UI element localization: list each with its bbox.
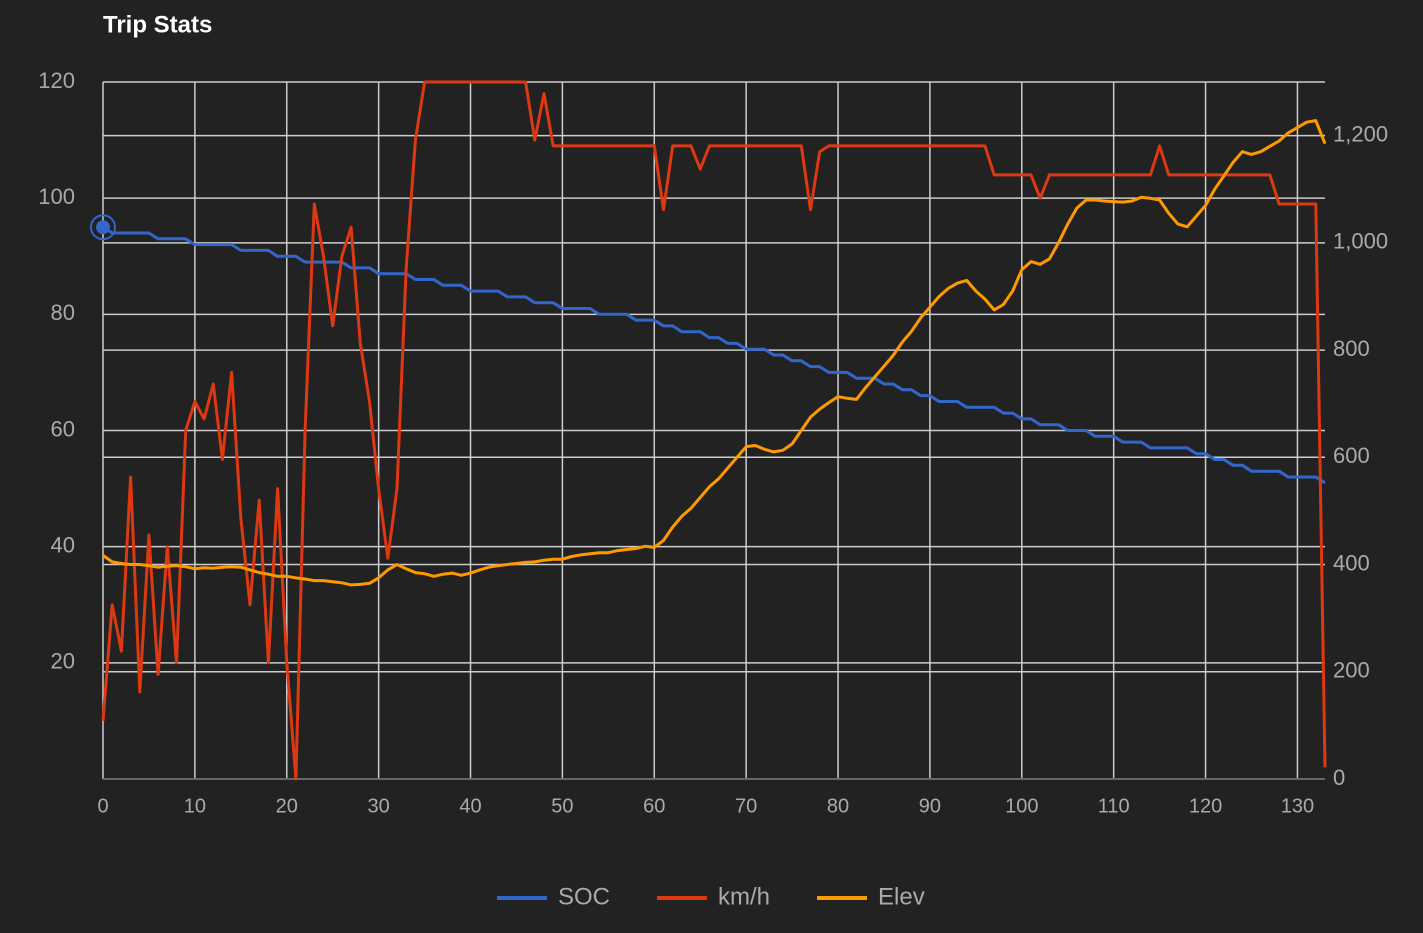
y-tick-label: 20 — [51, 649, 75, 674]
x-tick-label: 0 — [97, 795, 108, 817]
y2-tick-label: 400 — [1333, 550, 1370, 575]
y2-tick-label: 1,200 — [1333, 121, 1388, 146]
legend-label: SOC — [558, 883, 610, 910]
x-tick-label: 120 — [1189, 795, 1222, 817]
series-line — [102, 225, 1326, 485]
x-tick-label: 110 — [1098, 795, 1130, 817]
x-tick-label: 60 — [643, 795, 665, 817]
y-tick-label: 40 — [51, 532, 75, 557]
x-tick-label: 100 — [1005, 795, 1038, 817]
legend-label: km/h — [718, 883, 770, 910]
x-tick-label: 30 — [368, 795, 390, 817]
x-tick-label: 50 — [551, 795, 573, 817]
x-tick-label: 20 — [276, 795, 298, 817]
y2-tick-label: 0 — [1333, 765, 1345, 790]
x-tick-label: 70 — [735, 795, 757, 817]
x-tick-label: 130 — [1281, 795, 1314, 817]
legend-label: Elev — [878, 883, 925, 910]
x-tick-label: 40 — [459, 795, 481, 817]
focus-point — [96, 220, 110, 235]
series-line — [101, 80, 1327, 781]
y2-tick-label: 800 — [1333, 336, 1370, 361]
y2-tick-label: 200 — [1333, 658, 1370, 683]
y2-tick-label: 600 — [1333, 443, 1370, 468]
y-tick-label: 80 — [51, 300, 75, 325]
chart-title: Trip Stats — [103, 11, 212, 38]
y-tick-label: 100 — [38, 184, 75, 209]
y-tick-label: 60 — [51, 416, 75, 441]
x-tick-label: 80 — [827, 795, 849, 817]
focus-ring — [90, 214, 116, 241]
x-tick-label: 10 — [184, 795, 206, 817]
y2-tick-label: 1,000 — [1333, 229, 1388, 254]
x-tick-label: 90 — [919, 795, 941, 817]
y-tick-label: 120 — [38, 68, 75, 93]
series-line — [102, 119, 1327, 587]
